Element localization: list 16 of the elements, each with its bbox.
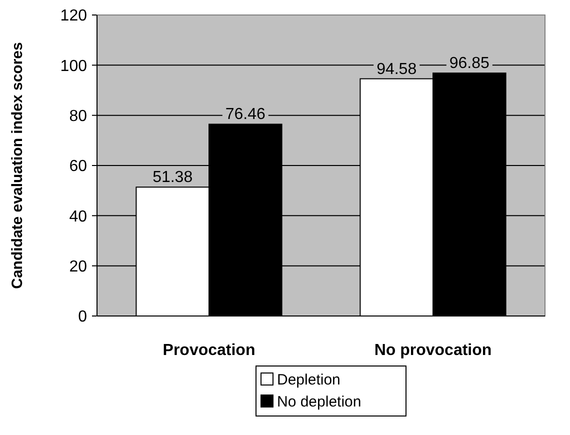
y-tick-label: 60 bbox=[69, 158, 88, 176]
legend-label: Depletion bbox=[277, 371, 340, 388]
y-axis-title: Candidate evaluation index scores bbox=[9, 42, 26, 289]
y-tick-label: 40 bbox=[69, 208, 88, 226]
data-label: 76.46 bbox=[225, 106, 266, 124]
data-label: 96.85 bbox=[449, 55, 490, 72]
data-label: 51.38 bbox=[152, 169, 193, 186]
x-tick-label: No provocation bbox=[374, 342, 492, 359]
data-label: 94.58 bbox=[376, 60, 417, 78]
y-tick-label: 80 bbox=[69, 108, 88, 125]
y-tick-label: 20 bbox=[69, 258, 88, 276]
y-tick-label: 100 bbox=[60, 58, 88, 75]
y-tick-label: 120 bbox=[60, 8, 88, 25]
y-tick-label: 0 bbox=[78, 308, 88, 326]
legend-label: No depletion bbox=[277, 393, 362, 410]
x-tick-label: Provocation bbox=[162, 342, 256, 359]
